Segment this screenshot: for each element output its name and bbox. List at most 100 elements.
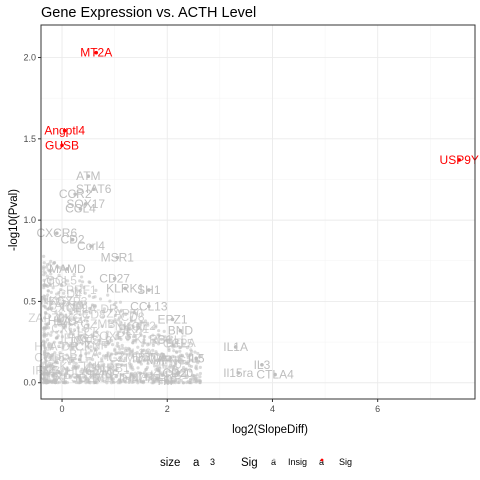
point-label-ccl13: CCL13 [130, 299, 168, 313]
insig-point [146, 362, 150, 366]
insig-point [135, 378, 139, 382]
insig-point [63, 325, 67, 329]
insig-point [151, 343, 156, 348]
point-cxcr6 [54, 231, 59, 235]
insig-point [68, 308, 72, 312]
insig-point [66, 344, 71, 348]
insig-point [107, 319, 111, 323]
insig-point [75, 294, 79, 298]
insig-overplot-label: NKG7 [56, 311, 89, 325]
insig-overplot-label: TNF [81, 359, 104, 373]
insig-point [172, 364, 176, 369]
insig-point [62, 343, 66, 347]
insig-point [181, 373, 185, 377]
insig-point [122, 377, 126, 382]
insig-point [70, 342, 75, 346]
insig-point [90, 333, 95, 337]
insig-point [49, 333, 53, 337]
insig-point [188, 358, 192, 362]
insig-point [164, 364, 168, 368]
insig-point [136, 366, 140, 370]
insig-point [142, 334, 147, 339]
insig-point [110, 352, 114, 356]
insig-point [42, 266, 46, 271]
point-epz1 [170, 317, 175, 322]
insig-point [145, 365, 149, 370]
insig-point [150, 353, 154, 357]
insig-point [169, 359, 173, 363]
insig-point [92, 362, 96, 367]
legend-dot-insig [272, 458, 276, 462]
insig-point [49, 307, 54, 311]
insig-point [57, 344, 61, 349]
insig-overplot-label: BTLA [166, 336, 196, 350]
insig-point [52, 368, 56, 372]
insig-point [55, 330, 59, 334]
insig-point [47, 269, 52, 273]
insig-overplot-label: CD4 [58, 287, 82, 301]
insig-point [120, 343, 124, 347]
insig-point [54, 324, 58, 328]
insig-point [114, 306, 118, 310]
insig-point [127, 380, 131, 385]
insig-point [45, 263, 49, 267]
insig-point [133, 319, 137, 323]
insig-point [85, 377, 89, 381]
point-label-hif: HIF [158, 374, 177, 388]
insig-point [42, 273, 46, 277]
insig-point [105, 333, 109, 337]
insig-point [68, 375, 72, 380]
insig-point [100, 324, 104, 328]
insig-point [194, 364, 198, 368]
insig-point [117, 351, 121, 355]
insig-point [42, 343, 46, 347]
insig-point [106, 351, 110, 355]
insig-overplot-label: IL7R [136, 372, 162, 386]
insig-point [42, 333, 46, 337]
insig-point [68, 317, 73, 321]
insig-point [87, 294, 92, 298]
insig-point [196, 351, 200, 356]
insig-point [196, 361, 200, 365]
insig-point [129, 352, 133, 356]
insig-point [182, 369, 186, 373]
point-label-mamd: MAMD [49, 262, 86, 276]
insig-point [48, 314, 52, 318]
point-label-ccrl4: Ccrl4 [77, 239, 105, 253]
insig-point [64, 341, 69, 345]
insig-point [188, 352, 192, 356]
insig-point [87, 340, 91, 344]
y-axis-title: -log10(Pval) [8, 189, 20, 251]
insig-overplot-label: IFNG [60, 331, 89, 345]
insig-point [199, 354, 204, 358]
insig-point [131, 341, 135, 345]
insig-point [43, 377, 47, 381]
insig-point [129, 318, 134, 323]
insig-point [70, 346, 74, 350]
insig-point [144, 355, 148, 359]
insig-point [142, 338, 146, 342]
insig-point [70, 358, 74, 362]
insig-point [44, 283, 49, 288]
legend-size-key: a [193, 457, 200, 469]
insig-point [152, 361, 156, 365]
legend-size-title: size [160, 457, 180, 469]
insig-point [136, 345, 140, 349]
insig-point [190, 349, 194, 353]
point-sox17 [83, 202, 88, 206]
insig-point [177, 377, 181, 381]
insig-overplot-label: IFNG [32, 363, 61, 377]
x-axis-title: log2(SlopeDiff) [232, 424, 308, 436]
insig-overplot-label: TNF [68, 334, 91, 348]
insig-point [181, 365, 186, 370]
insig-point [121, 351, 125, 355]
insig-point [184, 367, 188, 371]
insig-point [88, 357, 92, 361]
insig-point [130, 349, 134, 353]
insig-point [94, 330, 99, 334]
insig-point [68, 332, 73, 336]
insig-point [106, 377, 110, 381]
insig-point [101, 315, 105, 319]
y-tick-label: 1.0 [23, 215, 36, 225]
insig-overplot-label: CD4 [59, 314, 83, 328]
